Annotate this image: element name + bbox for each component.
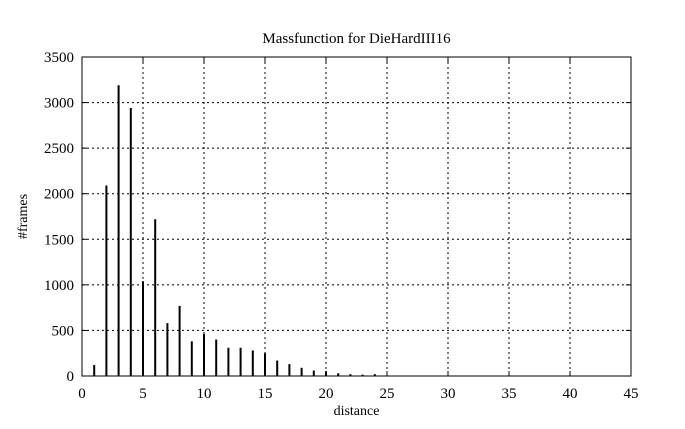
y-tick-label: 3000 <box>44 96 74 112</box>
plot-frame <box>81 56 632 377</box>
x-tick-label: 25 <box>380 386 395 402</box>
ticks: 0 5 10 15 20 25 30 35 40 45 0 500 1000 1500 2000 2500 30… <box>44 50 639 402</box>
chart-title: Massfunction for DieHardIII16 <box>262 31 451 47</box>
x-tick-label: 40 <box>563 386 578 402</box>
y-tick-label: 3500 <box>44 50 74 66</box>
y-tick-label: 2500 <box>44 141 74 157</box>
gridlines <box>82 57 631 376</box>
x-tick-label: 5 <box>139 386 147 402</box>
y-tick-label: 0 <box>67 369 75 385</box>
x-tick-label: 10 <box>197 386 212 402</box>
x-axis-label: distance <box>334 404 380 419</box>
y-tick-label: 500 <box>52 323 75 339</box>
x-tick-label: 45 <box>624 386 639 402</box>
x-tick-label: 35 <box>502 386 517 402</box>
y-tick-label: 2000 <box>44 187 74 203</box>
x-tick-label: 30 <box>441 386 456 402</box>
y-axis-label: #frames <box>16 194 31 239</box>
x-tick-label: 20 <box>319 386 334 402</box>
bars <box>93 85 376 376</box>
y-tick-label: 1000 <box>44 278 74 294</box>
x-tick-label: 15 <box>258 386 273 402</box>
x-tick-label: 0 <box>78 386 86 402</box>
y-tick-label: 1500 <box>44 232 74 248</box>
